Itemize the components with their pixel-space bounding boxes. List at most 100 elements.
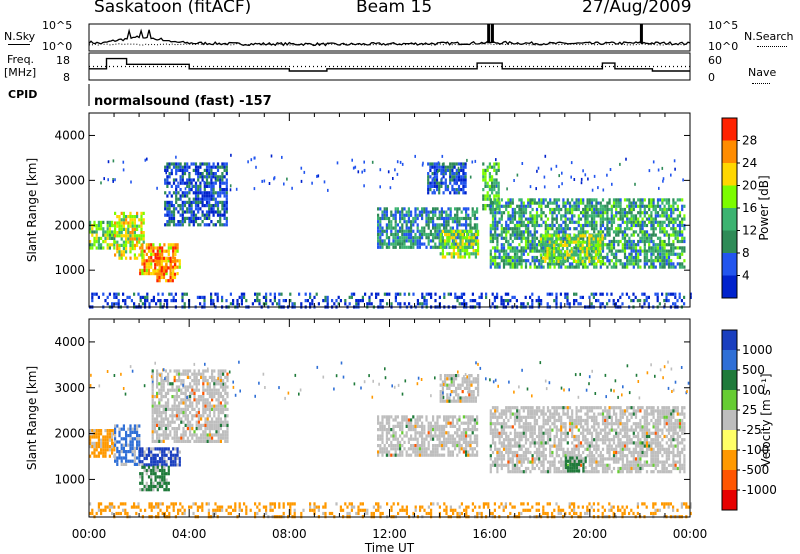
range-cell — [113, 292, 116, 296]
range-cell — [623, 211, 627, 215]
range-cell — [93, 454, 96, 458]
range-cell — [108, 230, 111, 234]
range-cell — [142, 237, 145, 241]
range-cell — [158, 481, 162, 485]
range-cell — [167, 266, 170, 270]
range-cell — [390, 220, 393, 224]
range-cell — [226, 427, 229, 431]
range-cell — [210, 295, 213, 299]
range-cell — [626, 255, 629, 260]
range-cell — [516, 265, 519, 269]
range-cell — [156, 430, 159, 434]
range-cell — [572, 253, 575, 257]
range-cell — [579, 243, 582, 247]
range-cell — [595, 223, 598, 228]
range-cell — [396, 232, 399, 237]
range-cell — [225, 204, 228, 208]
range-cell — [102, 233, 105, 237]
range-cell — [630, 246, 633, 250]
range-cell — [634, 243, 638, 247]
range-cell — [672, 223, 675, 228]
range-cell — [641, 239, 644, 244]
range-cell — [455, 252, 458, 256]
range-cell — [529, 204, 532, 208]
range-cell — [564, 211, 567, 215]
range-cell — [122, 443, 125, 447]
range-cell — [594, 243, 597, 247]
range-cell — [604, 217, 607, 221]
range-cell — [579, 217, 583, 221]
range-cell — [194, 213, 198, 217]
range-cell — [476, 207, 479, 211]
range-cell — [544, 249, 547, 253]
range-cell — [593, 217, 596, 221]
range-cell — [431, 178, 434, 182]
range-cell — [454, 242, 457, 246]
range-cell — [568, 243, 571, 247]
range-cell — [491, 207, 495, 212]
range-cell — [163, 468, 166, 473]
range-cell — [588, 247, 591, 251]
range-cell — [156, 249, 159, 253]
range-cell — [106, 448, 109, 452]
range-cell — [178, 265, 181, 269]
range-cell — [131, 215, 134, 219]
range-cell — [167, 372, 170, 376]
range-cell — [186, 178, 189, 182]
speckle-cell — [662, 179, 664, 183]
range-cell — [405, 434, 408, 438]
range-cell — [456, 295, 459, 299]
range-cell — [133, 237, 136, 241]
range-cell — [93, 220, 96, 224]
range-cell — [136, 424, 139, 428]
speckle-cell — [495, 158, 497, 162]
range-cell — [216, 168, 220, 172]
range-cell — [337, 295, 340, 299]
range-cell — [573, 302, 576, 306]
range-cell — [385, 236, 388, 240]
range-cell — [433, 165, 436, 169]
range-cell — [205, 191, 209, 195]
range-cell — [192, 162, 195, 166]
range-cell — [511, 233, 514, 237]
range-cell — [652, 207, 655, 212]
range-cell — [168, 223, 171, 227]
range-cell — [674, 220, 677, 224]
range-cell — [429, 181, 432, 185]
range-cell — [202, 407, 205, 411]
range-cell — [256, 299, 259, 303]
range-cell — [581, 243, 584, 247]
range-cell — [601, 243, 604, 247]
range-cell — [557, 223, 561, 228]
range-cell — [672, 302, 675, 306]
range-cell — [462, 184, 465, 188]
range-cell — [410, 424, 413, 428]
range-cell — [210, 197, 213, 201]
range-cell — [192, 168, 195, 172]
range-cell — [156, 275, 159, 280]
range-cell — [429, 232, 432, 237]
range-cell — [216, 178, 220, 182]
range-cell — [619, 198, 622, 202]
range-cell — [447, 213, 450, 217]
range-cell — [442, 165, 445, 169]
range-cell — [383, 216, 386, 221]
range-cell — [665, 259, 668, 263]
noise-panel: 10^510^010^510^0 — [42, 19, 738, 53]
range-cell — [491, 201, 495, 205]
range-cell — [151, 427, 154, 431]
range-cell — [150, 243, 153, 247]
range-cell — [659, 249, 662, 253]
range-cell — [151, 420, 154, 424]
range-cell — [125, 237, 128, 241]
range-cell — [502, 243, 506, 247]
range-cell — [538, 204, 541, 208]
range-cell — [175, 379, 178, 383]
range-cell — [667, 292, 670, 296]
range-cell — [403, 434, 406, 438]
range-cell — [575, 243, 578, 247]
range-cell — [388, 418, 391, 422]
range-cell — [575, 220, 578, 224]
range-cell — [594, 256, 597, 260]
range-cell — [164, 379, 167, 383]
